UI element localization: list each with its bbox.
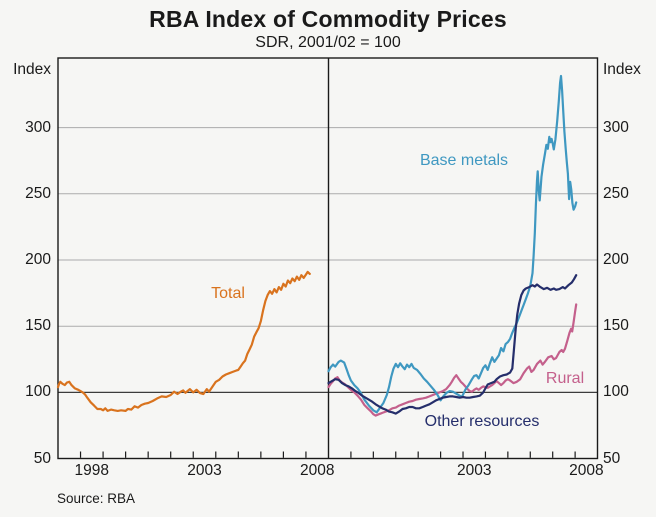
series-label-rural: Rural: [545, 370, 585, 387]
series-line-total: [56, 270, 311, 412]
x-tick-label-right-2003: 2003: [456, 462, 492, 479]
series-label-base-metals: Base metals: [419, 152, 509, 169]
y-tick-label-left-100: 100: [25, 383, 51, 401]
y-tick-label-left-300: 300: [25, 118, 51, 136]
y-tick-label-right-300: 300: [603, 118, 629, 136]
x-tick-label-right-2008: 2008: [569, 462, 604, 479]
y-axis-unit-label-right: Index: [603, 61, 641, 78]
chart-subtitle: SDR, 2001/02 = 100: [255, 34, 401, 51]
y-tick-label-right-150: 150: [603, 317, 629, 335]
y-tick-label-right-100: 100: [603, 383, 629, 401]
source-note: Source: RBA: [57, 491, 136, 506]
y-tick-label-left-200: 200: [25, 251, 51, 268]
plot-frame: [57, 57, 599, 460]
y-tick-label-right-50: 50: [603, 449, 621, 467]
x-tick-label-left-2003: 2003: [187, 462, 222, 479]
y-tick-label-left-150: 150: [25, 317, 51, 335]
y-tick-label-right-250: 250: [603, 184, 629, 202]
series-line-other-resources: [327, 274, 578, 415]
y-tick-label-left-50: 50: [33, 449, 51, 467]
series-label-other-resources: Other resources: [424, 413, 540, 430]
y-tick-label-right-200: 200: [603, 251, 629, 268]
x-tick-label-left-1998: 1998: [74, 462, 110, 479]
series-label-total: Total: [211, 285, 245, 302]
y-tick-label-left-250: 250: [25, 184, 51, 202]
series-line-base-metals: [327, 74, 578, 414]
y-axis-unit-label-left: Index: [13, 61, 51, 78]
chart-title: RBA Index of Commodity Prices: [149, 6, 507, 32]
x-tick-label-left-2008: 2008: [299, 462, 335, 479]
